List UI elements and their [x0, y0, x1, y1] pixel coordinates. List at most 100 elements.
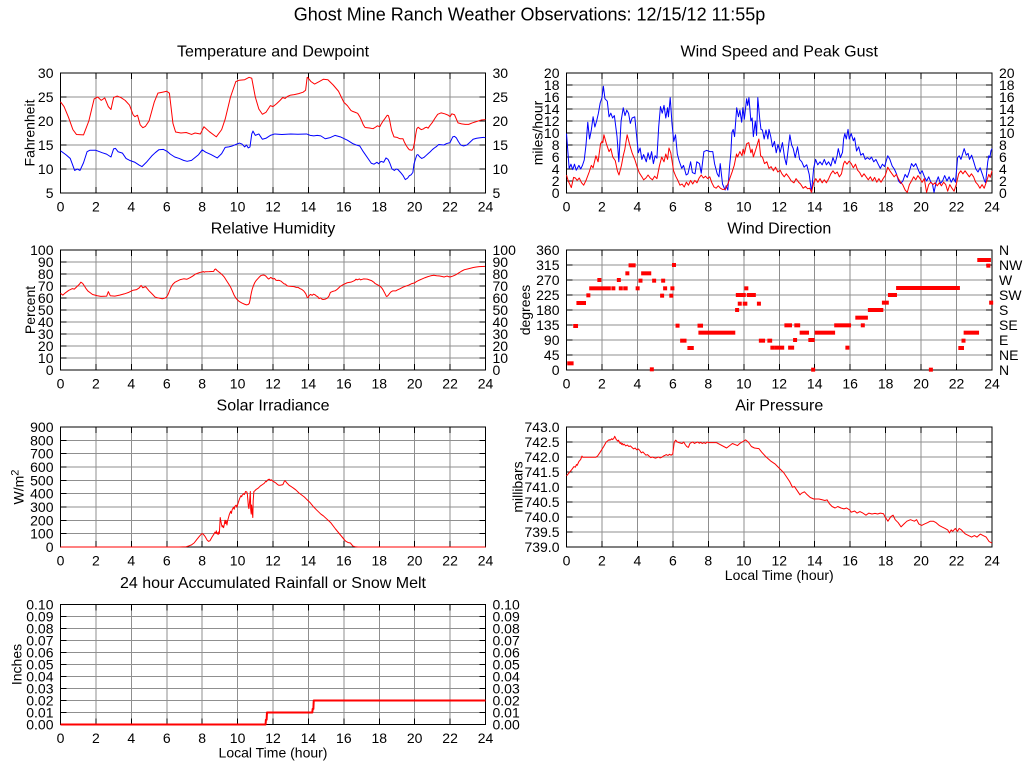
svg-text:14: 14 — [301, 199, 317, 215]
svg-text:0.05: 0.05 — [493, 657, 520, 673]
svg-text:12: 12 — [771, 376, 787, 392]
svg-text:2: 2 — [552, 173, 560, 189]
svg-text:700: 700 — [30, 446, 54, 462]
svg-text:0: 0 — [46, 362, 54, 378]
svg-text:0.06: 0.06 — [493, 645, 520, 661]
svg-text:8: 8 — [704, 376, 712, 392]
svg-text:W: W — [999, 272, 1013, 288]
svg-text:18: 18 — [878, 553, 894, 569]
svg-text:24: 24 — [478, 376, 494, 392]
svg-text:0.04: 0.04 — [26, 669, 53, 685]
svg-text:10: 10 — [999, 125, 1015, 141]
svg-text:W/m2: W/m2 — [10, 470, 27, 505]
svg-text:20: 20 — [407, 553, 423, 569]
svg-text:E: E — [999, 332, 1008, 348]
svg-text:24: 24 — [478, 553, 494, 569]
svg-text:0: 0 — [493, 362, 501, 378]
svg-text:12: 12 — [771, 199, 787, 215]
svg-text:0: 0 — [57, 730, 65, 746]
svg-text:0: 0 — [46, 539, 54, 555]
svg-text:18: 18 — [999, 77, 1015, 93]
svg-text:16: 16 — [842, 199, 858, 215]
svg-text:18: 18 — [878, 376, 894, 392]
svg-text:20: 20 — [407, 376, 423, 392]
svg-text:14: 14 — [301, 730, 317, 746]
svg-text:Local Time (hour): Local Time (hour) — [725, 567, 834, 583]
svg-text:90: 90 — [544, 332, 560, 348]
svg-text:14: 14 — [807, 376, 823, 392]
svg-text:12: 12 — [771, 553, 787, 569]
svg-text:2: 2 — [92, 376, 100, 392]
svg-text:12: 12 — [265, 730, 281, 746]
svg-text:12: 12 — [265, 199, 281, 215]
svg-text:40: 40 — [493, 314, 509, 330]
svg-text:741.0: 741.0 — [524, 479, 559, 495]
svg-text:0.07: 0.07 — [26, 633, 53, 649]
svg-text:4: 4 — [999, 161, 1007, 177]
svg-text:20: 20 — [913, 199, 929, 215]
svg-text:4: 4 — [127, 553, 135, 569]
svg-text:2: 2 — [598, 553, 606, 569]
svg-text:0.03: 0.03 — [26, 681, 53, 697]
svg-text:15: 15 — [493, 137, 509, 153]
svg-text:0.08: 0.08 — [493, 621, 520, 637]
svg-text:5: 5 — [46, 185, 54, 201]
svg-text:0.05: 0.05 — [26, 657, 53, 673]
svg-text:315: 315 — [536, 257, 560, 273]
svg-text:360: 360 — [536, 242, 560, 258]
svg-text:300: 300 — [30, 499, 54, 515]
svg-text:16: 16 — [842, 376, 858, 392]
svg-text:S: S — [999, 302, 1008, 318]
svg-text:N: N — [999, 362, 1009, 378]
svg-text:20: 20 — [913, 553, 929, 569]
svg-text:SW: SW — [999, 287, 1022, 303]
svg-text:20: 20 — [913, 376, 929, 392]
svg-text:24: 24 — [984, 199, 1000, 215]
svg-text:Temperature and Dewpoint: Temperature and Dewpoint — [177, 44, 370, 61]
svg-text:10: 10 — [230, 730, 246, 746]
svg-text:0.01: 0.01 — [493, 705, 520, 721]
svg-text:50: 50 — [493, 302, 509, 318]
svg-text:14: 14 — [301, 553, 317, 569]
svg-text:6: 6 — [163, 376, 171, 392]
svg-text:0: 0 — [57, 199, 65, 215]
svg-text:0.09: 0.09 — [493, 609, 520, 625]
svg-text:0: 0 — [57, 553, 65, 569]
svg-text:2: 2 — [92, 553, 100, 569]
svg-text:20: 20 — [407, 730, 423, 746]
svg-text:740.5: 740.5 — [524, 494, 559, 510]
svg-text:14: 14 — [999, 101, 1015, 117]
svg-text:6: 6 — [163, 730, 171, 746]
svg-text:6: 6 — [669, 199, 677, 215]
svg-text:743.0: 743.0 — [524, 419, 559, 435]
svg-text:24: 24 — [478, 199, 494, 215]
svg-text:Ghost Mine Ranch Weather Obser: Ghost Mine Ranch Weather Observations: 1… — [294, 5, 766, 25]
svg-text:8: 8 — [552, 137, 560, 153]
svg-text:80: 80 — [38, 266, 54, 282]
svg-text:0.06: 0.06 — [26, 645, 53, 661]
svg-text:2: 2 — [92, 199, 100, 215]
svg-text:N: N — [999, 242, 1009, 258]
svg-text:20: 20 — [407, 199, 423, 215]
svg-text:Solar Irradiance: Solar Irradiance — [217, 398, 330, 415]
svg-text:80: 80 — [493, 266, 509, 282]
svg-text:2: 2 — [598, 376, 606, 392]
svg-text:60: 60 — [493, 290, 509, 306]
svg-text:16: 16 — [842, 553, 858, 569]
svg-text:900: 900 — [30, 419, 54, 435]
svg-text:18: 18 — [878, 199, 894, 215]
svg-text:22: 22 — [442, 199, 458, 215]
svg-text:60: 60 — [38, 290, 54, 306]
svg-text:600: 600 — [30, 459, 54, 475]
svg-text:6: 6 — [163, 199, 171, 215]
svg-text:18: 18 — [544, 77, 560, 93]
svg-text:0.03: 0.03 — [493, 681, 520, 697]
svg-text:22: 22 — [442, 730, 458, 746]
svg-text:16: 16 — [544, 89, 560, 105]
svg-text:Local Time (hour): Local Time (hour) — [219, 745, 328, 761]
svg-text:2: 2 — [92, 730, 100, 746]
svg-text:12: 12 — [265, 553, 281, 569]
svg-text:6: 6 — [669, 376, 677, 392]
svg-text:30: 30 — [493, 326, 509, 342]
svg-text:16: 16 — [336, 199, 352, 215]
